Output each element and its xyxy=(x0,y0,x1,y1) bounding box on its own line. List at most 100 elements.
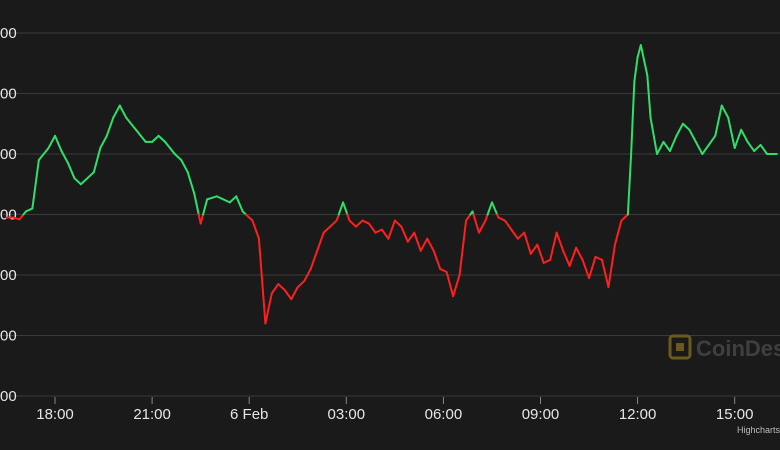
price-line-segment xyxy=(355,219,364,228)
price-line-segment xyxy=(714,104,723,137)
price-line-segment xyxy=(536,243,545,264)
price-line-segment xyxy=(626,153,633,216)
grid-lines xyxy=(0,32,780,397)
price-line-segment xyxy=(746,140,756,152)
price-line-segment xyxy=(445,270,455,298)
price-line-segment xyxy=(228,195,238,204)
price-line-segment xyxy=(465,213,472,222)
price-line-segment xyxy=(406,231,416,243)
price-line-segment xyxy=(118,104,128,119)
price-line-segment xyxy=(594,255,603,261)
y-tick-label: 00 xyxy=(0,146,17,163)
price-line-segment xyxy=(346,213,351,222)
x-tick-label: 12:00 xyxy=(619,406,657,423)
price-line-segment xyxy=(400,225,409,243)
price-line-segment xyxy=(199,213,205,225)
price-line-segment xyxy=(157,134,167,143)
price-line-segment xyxy=(342,201,349,216)
coindesk-watermark: CoinDesk xyxy=(668,334,780,361)
x-tick-label: 18:00 xyxy=(36,406,74,423)
price-line-segment xyxy=(542,258,552,264)
price-line-segment xyxy=(555,231,565,252)
y-axis-labels: 00 00 00 00 00 00 00 xyxy=(0,25,17,405)
price-line-segment xyxy=(740,128,749,143)
price-line-segment xyxy=(222,198,231,204)
x-tick-label: 03:00 xyxy=(328,406,366,423)
price-line-segment xyxy=(503,219,513,231)
price-line-segment xyxy=(186,171,196,195)
price-line-segment xyxy=(361,219,370,225)
price-line-segment xyxy=(277,283,286,292)
price-line-segment xyxy=(73,177,82,186)
price-line-segment xyxy=(296,280,306,289)
price-line-segment xyxy=(484,213,489,222)
price-line-segment xyxy=(620,213,629,222)
price-line-segment xyxy=(419,237,429,252)
price-line-segment xyxy=(607,243,616,289)
price-line-segment xyxy=(387,219,396,240)
y-tick-label: 00 xyxy=(0,25,17,42)
price-line-segment xyxy=(472,213,481,234)
price-line-segment xyxy=(720,104,730,119)
price-line-segment xyxy=(393,219,403,228)
price-line-segment xyxy=(92,146,102,174)
price-line-segment xyxy=(257,237,267,325)
price-line-segment xyxy=(60,149,69,165)
price-line-segment xyxy=(516,231,526,240)
price-line-segment xyxy=(668,134,678,152)
price-line-segment xyxy=(649,116,659,155)
price-line-segment xyxy=(633,56,639,83)
price-line-segment xyxy=(151,134,160,143)
price-line-segment xyxy=(105,116,115,137)
price-line-segment xyxy=(510,228,519,240)
price-line-segment xyxy=(727,116,736,149)
price-line-segment xyxy=(656,140,665,155)
price-line-segment xyxy=(643,59,649,77)
price-line-segment xyxy=(759,143,769,155)
price-line-segment xyxy=(701,143,710,155)
price-line-segment xyxy=(662,140,671,152)
price-line-segment xyxy=(529,243,539,255)
price-line-segment xyxy=(486,201,493,216)
x-tick-label: 15:00 xyxy=(716,406,754,423)
price-line-segment xyxy=(549,231,558,261)
price-line-segment xyxy=(639,44,646,62)
price-line-segment xyxy=(309,249,319,270)
price-line-segment xyxy=(413,231,422,252)
price-line-segment xyxy=(707,134,717,146)
price-line-segment xyxy=(523,231,532,255)
price-line-segment xyxy=(37,146,50,162)
price-line-segment xyxy=(329,219,338,228)
price-line-segment xyxy=(613,219,623,246)
price-line-segment xyxy=(630,80,636,155)
price-line-segment xyxy=(681,122,691,131)
price-line-segment xyxy=(11,216,21,221)
price-line-segment xyxy=(316,231,325,252)
price-line-segment xyxy=(134,128,147,143)
price-line-segment xyxy=(47,134,57,149)
price-line-segment xyxy=(568,246,578,267)
price-line-segment xyxy=(99,134,108,149)
price-line-segment xyxy=(18,213,25,221)
price-line-segment xyxy=(86,171,95,180)
x-tick-label: 21:00 xyxy=(133,406,171,423)
price-line-segment xyxy=(490,201,499,216)
price-line-segment xyxy=(290,286,299,301)
price-line-segment xyxy=(478,219,487,234)
price-line-segment xyxy=(497,216,506,222)
price-line-segment xyxy=(79,177,89,186)
highcharts-credit[interactable]: Highcharts xyxy=(737,425,780,435)
price-line-segment xyxy=(675,122,684,137)
price-line-segment xyxy=(380,228,390,240)
price-line-segment xyxy=(24,207,34,213)
x-tick-label: 06:00 xyxy=(425,406,463,423)
price-line-segment xyxy=(193,192,200,216)
price-line-segment xyxy=(66,162,76,180)
price-line-segment xyxy=(164,140,176,155)
price-line-segment xyxy=(581,258,591,280)
price-line-segment xyxy=(452,274,461,298)
price-line-segment xyxy=(303,267,312,283)
price-line-segment xyxy=(206,195,218,201)
price-series xyxy=(5,44,778,325)
